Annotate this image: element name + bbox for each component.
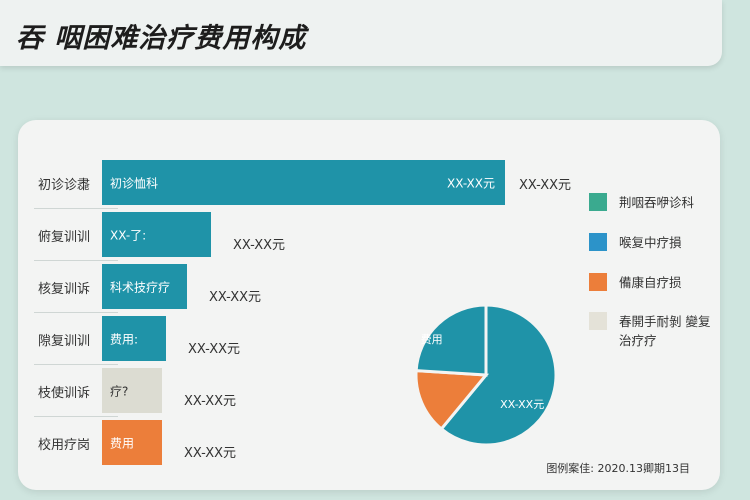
legend-label: 荆咽吞咿诊科 [619,195,695,210]
category-label: 初诊诊䏋 [38,178,91,193]
category-label: 俯复训训 [38,230,91,245]
bar-value-label: XX-XX元 [184,446,237,461]
pie-slice-label: XX-XX元 [500,398,544,411]
legend-label: 春開手耐剝 變复治疗疗 [619,314,711,348]
bar-inner-label: 初诊恤科 [110,176,159,190]
bar-value-label: XX-XX元 [184,394,237,409]
bar: XX-了: [102,212,211,257]
pie-slice-label: 费用 [421,333,443,346]
bar: 疗? [102,368,162,413]
bar-inner-label: 费用: [110,332,139,346]
row-separator [34,364,118,365]
pie-slice [414,303,488,377]
bar-value-label: XX-XX元 [188,342,241,357]
category-label: 校用疗岗 [38,438,91,453]
bar-inner-label: 疗? [110,384,129,398]
legend-label: 喉复中疗損 [619,235,682,250]
legend-swatch [589,193,607,211]
bar: 初诊恤科 XX-XX元 [102,160,505,205]
bar: 科术技疗疗 [102,264,187,309]
legend-label: 備康自疗损 [619,275,682,290]
legend-swatch [589,233,607,251]
pie-slice [439,303,558,447]
bar-inner-label: 科术技疗疗 [110,280,171,294]
bar-value-label: XX-XX元 [209,290,262,305]
title-card: 吞 咽困难治疗费用构成 [0,0,722,66]
bar-value-label: XX-XX元 [519,178,572,193]
row-separator [34,312,118,313]
legend-swatch [589,312,607,330]
pie-slice [414,369,490,432]
bar: 费用: [102,316,166,361]
category-label: 隙复训训 [38,334,91,349]
bar-end-label: XX-XX元 [446,176,495,190]
bar-inner-label: XX-了: [110,228,147,242]
chart-title: 吞 咽困难治疗费用构成 [16,23,307,54]
row-separator [34,416,118,417]
bar: 费用 [102,420,162,465]
footnote: 图例案佳: 2020.13卿期13目 [546,462,690,475]
bar-inner-label: 费用 [110,436,135,450]
legend-swatch [589,273,607,291]
row-separator [34,208,118,209]
category-label: 枝使训诉 [38,386,91,401]
row-separator [34,260,118,261]
bar-value-label: XX-XX元 [233,238,286,253]
chart-card: 初诊诊䏋 初诊恤科 XX-XX元 XX-XX元 俯复训训 XX-了: XX-XX元 核复训诉科… [18,120,720,490]
category-label: 核复训诉 [38,282,91,297]
pie-chart: XX-XX元 费用 [414,303,558,447]
